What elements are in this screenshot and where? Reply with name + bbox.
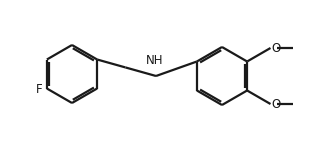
Text: O: O: [271, 97, 280, 111]
Text: O: O: [271, 41, 280, 55]
Text: NH: NH: [146, 54, 164, 67]
Text: F: F: [36, 83, 43, 96]
